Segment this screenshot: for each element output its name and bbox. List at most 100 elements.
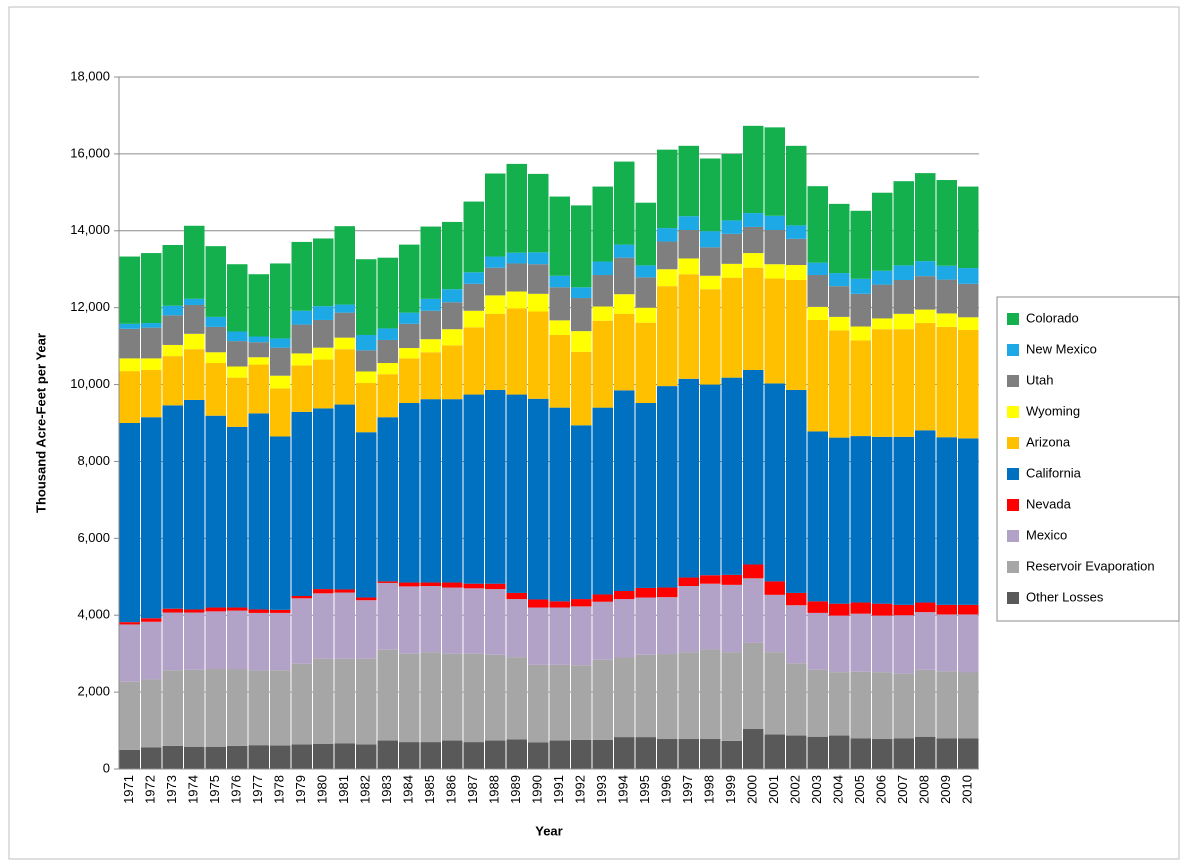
bar-segment bbox=[721, 277, 742, 378]
bar-segment bbox=[807, 669, 828, 737]
legend-swatch bbox=[1007, 499, 1019, 511]
bar-segment bbox=[506, 657, 527, 740]
bar-segment bbox=[893, 673, 914, 739]
x-tick-label: 1976 bbox=[229, 775, 244, 804]
bar-segment bbox=[786, 279, 807, 390]
bar-segment bbox=[592, 594, 613, 602]
bar-segment bbox=[141, 253, 162, 324]
bar-segment bbox=[958, 604, 979, 615]
bar-segment bbox=[463, 583, 484, 589]
bar-segment bbox=[141, 323, 162, 328]
bar-segment bbox=[420, 298, 441, 311]
bar-segment bbox=[528, 664, 549, 743]
bar-segment bbox=[721, 263, 742, 278]
bar-segment bbox=[485, 589, 506, 655]
bar-segment bbox=[829, 735, 850, 769]
bar-segment bbox=[807, 319, 828, 432]
bar-segment bbox=[786, 663, 807, 736]
bar-segment bbox=[958, 614, 979, 673]
bar-segment bbox=[119, 423, 140, 623]
legend-label: Nevada bbox=[1026, 496, 1072, 511]
bar-segment bbox=[205, 352, 226, 364]
bar-segment bbox=[528, 264, 549, 294]
x-tick-label: 1998 bbox=[702, 775, 717, 804]
y-tick-label: 12,000 bbox=[70, 299, 110, 314]
x-tick-label: 1984 bbox=[401, 775, 416, 804]
bar-segment bbox=[377, 363, 398, 375]
bar-segment bbox=[958, 186, 979, 269]
bar-segment bbox=[291, 744, 312, 769]
bar-segment bbox=[700, 739, 721, 769]
bar-segment bbox=[936, 604, 957, 615]
x-tick-label: 1999 bbox=[723, 775, 738, 804]
bar-segment bbox=[463, 394, 484, 584]
bar-segment bbox=[657, 286, 678, 387]
bar-segment bbox=[571, 739, 592, 769]
bar-segment bbox=[807, 601, 828, 613]
bar-segment bbox=[700, 158, 721, 232]
bar-segment bbox=[571, 425, 592, 600]
legend-label: Arizona bbox=[1026, 434, 1071, 449]
bar-segment bbox=[485, 389, 506, 584]
bar-segment bbox=[399, 323, 420, 349]
bar-segment bbox=[614, 257, 635, 295]
legend-label: Mexico bbox=[1026, 527, 1067, 542]
bar-segment bbox=[958, 268, 979, 284]
bar-segment bbox=[485, 740, 506, 769]
x-tick-label: 1982 bbox=[358, 775, 373, 804]
bar-segment bbox=[958, 317, 979, 330]
bar-segment bbox=[162, 670, 183, 746]
bar-segment bbox=[936, 265, 957, 280]
bar-segment bbox=[485, 173, 506, 257]
bar-segment bbox=[614, 244, 635, 258]
bar-segment bbox=[420, 352, 441, 400]
legend-label: Utah bbox=[1026, 372, 1053, 387]
bar-segment bbox=[635, 587, 656, 598]
bar-segment bbox=[614, 161, 635, 245]
bar-segment bbox=[936, 279, 957, 314]
bar-segment bbox=[184, 349, 205, 400]
bar-segment bbox=[205, 246, 226, 317]
bar-segment bbox=[248, 274, 269, 337]
bar-segment bbox=[549, 407, 570, 602]
bar-segment bbox=[205, 746, 226, 769]
bar-segment bbox=[829, 437, 850, 604]
bar-segment bbox=[850, 436, 871, 603]
x-tick-label: 1997 bbox=[680, 775, 695, 804]
bar-segment bbox=[786, 238, 807, 265]
bar-segment bbox=[635, 597, 656, 655]
legend-box bbox=[996, 296, 1180, 622]
bar-segment bbox=[377, 339, 398, 364]
bar-segment bbox=[678, 739, 699, 769]
bar-segment bbox=[592, 739, 613, 769]
bar-segment bbox=[184, 298, 205, 305]
bar-segment bbox=[700, 231, 721, 248]
y-tick-label: 4,000 bbox=[77, 607, 110, 622]
bar-segment bbox=[700, 575, 721, 584]
bar-segment bbox=[248, 609, 269, 613]
bar-segment bbox=[786, 389, 807, 593]
bar-segment bbox=[958, 672, 979, 739]
x-tick-label: 2009 bbox=[938, 775, 953, 804]
bar-segment bbox=[786, 605, 807, 664]
bar-segment bbox=[936, 180, 957, 266]
bar-segment bbox=[549, 275, 570, 288]
bar-segment bbox=[184, 333, 205, 350]
legend-swatch bbox=[1007, 313, 1019, 325]
bar-segment bbox=[162, 745, 183, 769]
legend-label: Other Losses bbox=[1026, 589, 1104, 604]
bar-segment bbox=[227, 610, 248, 670]
bar-segment bbox=[893, 738, 914, 769]
x-tick-label: 1974 bbox=[186, 775, 201, 804]
bar-segment bbox=[399, 244, 420, 313]
bar-segment bbox=[915, 173, 936, 262]
bar-segment bbox=[743, 125, 764, 214]
legend-swatch bbox=[1007, 406, 1019, 418]
bar-segment bbox=[850, 278, 871, 294]
bar-segment bbox=[549, 334, 570, 408]
bar-segment bbox=[678, 652, 699, 740]
x-tick-label: 1981 bbox=[336, 775, 351, 804]
bar-segment bbox=[334, 304, 355, 313]
bar-segment bbox=[248, 670, 269, 746]
bar-segment bbox=[399, 358, 420, 404]
